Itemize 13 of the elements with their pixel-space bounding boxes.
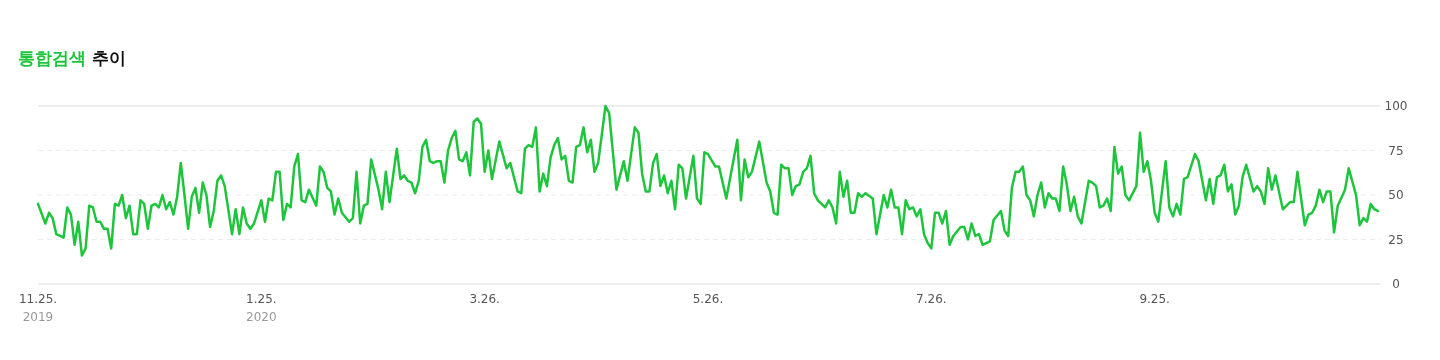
x-tick-label: 3.26. [469, 292, 500, 306]
x-tick-label: 7.26. [916, 292, 947, 306]
y-tick-label: 100 [1384, 99, 1408, 113]
y-tick-label: 75 [1388, 143, 1404, 158]
x-tick-label: 11.25. 2019 [18, 292, 58, 324]
y-tick-label: 0 [1392, 277, 1400, 291]
x-tick-label: 1.25. 2020 [246, 292, 277, 324]
x-tick-label: 5.26. [692, 292, 724, 306]
y-tick-label: 50 [1388, 188, 1404, 202]
line-series [36, 104, 1380, 257]
chart-title: 통합검색 추이 [18, 48, 126, 68]
y-tick-label: 25 [1388, 232, 1404, 247]
x-tick-label: 9.25. [1139, 292, 1170, 306]
